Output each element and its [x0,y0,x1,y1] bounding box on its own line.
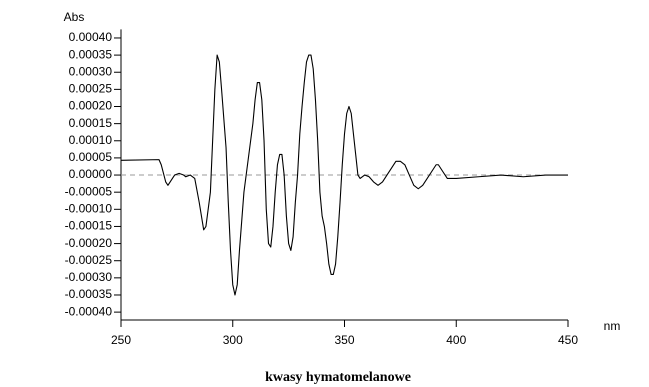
y-tick-label: -0.00015 [65,219,113,233]
y-tick-label: 0.00030 [69,64,113,78]
x-tick-label: 250 [111,333,131,347]
y-tick-label: 0.00040 [69,30,113,44]
x-tick-label: 400 [446,333,466,347]
x-tick-label: 450 [558,333,578,347]
y-tick-label: 0.00010 [69,133,113,147]
y-tick-label: -0.00040 [65,304,113,318]
y-tick-label: -0.00020 [65,236,113,250]
y-tick-label: -0.00010 [65,201,113,215]
y-tick-label: 0.00000 [69,167,113,181]
y-tick-label: -0.00035 [65,287,113,301]
y-tick-label: 0.00020 [69,99,113,113]
x-tick-label: 300 [223,333,243,347]
y-tick-label: 0.00015 [69,116,113,130]
y-axis-label: Abs [64,10,85,24]
x-tick-label: 350 [334,333,354,347]
y-tick-label: 0.00025 [69,82,113,96]
spectrum-line [120,54,568,296]
x-axis-label: nm [604,319,621,333]
y-tick-label: 0.00005 [69,150,113,164]
y-tick-label: -0.00025 [65,253,113,267]
y-tick-label: -0.00005 [65,184,113,198]
y-tick-label: -0.00030 [65,270,113,284]
y-tick-label: 0.00035 [69,47,113,61]
chart-title: kwasy hymatomelanowe [265,370,411,385]
